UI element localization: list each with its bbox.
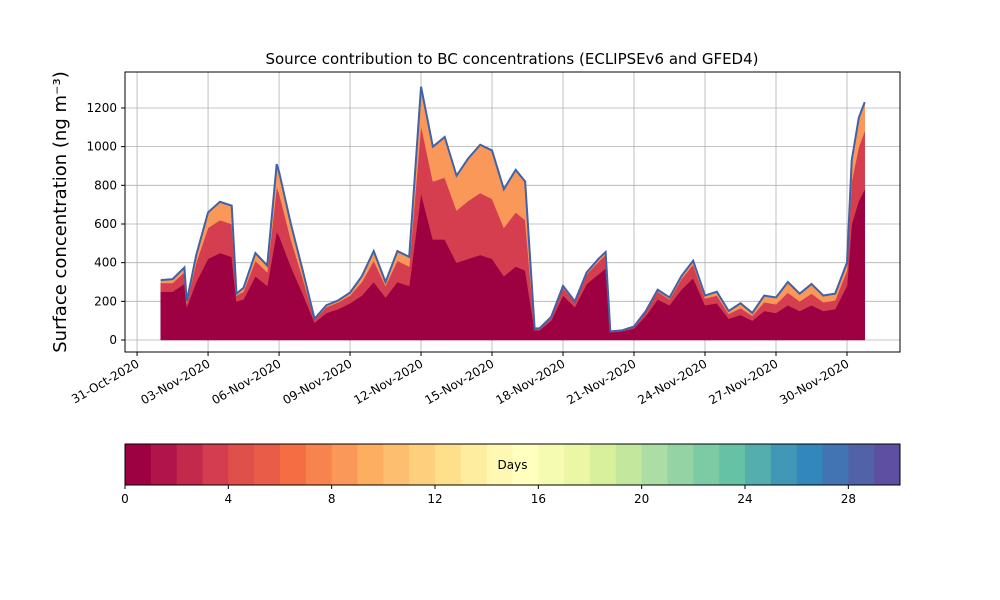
colorbar-swatch	[460, 444, 488, 485]
colorbar-tick-label: 8	[328, 492, 336, 506]
colorbar-swatch	[564, 444, 591, 485]
x-tick-label: 31-Oct-2020	[69, 356, 141, 406]
colorbar-tick-label: 28	[841, 492, 856, 506]
y-tick-label: 200	[94, 294, 117, 308]
x-tick-label: 21-Nov-2020	[564, 356, 638, 407]
colorbar-swatch	[125, 444, 152, 485]
colorbar-swatch	[280, 444, 307, 485]
colorbar-swatch	[719, 444, 746, 485]
y-tick-label: 800	[94, 178, 117, 192]
x-tick-label: 06-Nov-2020	[209, 356, 283, 407]
colorbar-swatch	[848, 444, 875, 485]
x-tick-label: 30-Nov-2020	[777, 356, 851, 407]
colorbar-swatch	[693, 444, 720, 485]
x-tick-label: 12-Nov-2020	[351, 356, 425, 407]
colorbar-label: Days	[498, 458, 528, 472]
y-tick-label: 1200	[86, 101, 117, 115]
colorbar-swatch	[641, 444, 668, 485]
colorbar-swatch	[202, 444, 229, 485]
colorbar-swatch	[770, 444, 798, 485]
y-axis-label: Surface concentration (ng m⁻³)	[50, 71, 71, 353]
colorbar-swatch	[796, 444, 823, 485]
x-tick-label: 18-Nov-2020	[493, 356, 567, 407]
colorbar-swatch	[615, 444, 643, 485]
colorbar-swatch	[228, 444, 255, 485]
x-tick-label: 09-Nov-2020	[280, 356, 354, 407]
colorbar-swatch	[745, 444, 772, 485]
total-line	[160, 86, 866, 333]
colorbar-swatch	[305, 444, 333, 485]
colorbar-tick-label: 24	[737, 492, 752, 506]
y-tick-label: 1000	[86, 140, 117, 154]
colorbar-swatch	[667, 444, 694, 485]
colorbar-swatch	[357, 444, 384, 485]
colorbar-tick-label: 12	[427, 492, 442, 506]
x-tick-label: 27-Nov-2020	[706, 356, 780, 407]
x-tick-label: 24-Nov-2020	[635, 356, 709, 407]
x-tick-label: 03-Nov-2020	[138, 356, 212, 407]
colorbar-swatch	[150, 444, 178, 485]
colorbar-swatch	[254, 444, 281, 485]
colorbar-swatch	[486, 444, 513, 485]
colorbar-swatch	[538, 444, 565, 485]
y-tick-label: 400	[94, 256, 117, 270]
colorbar-swatch	[176, 444, 203, 485]
colorbar-swatch	[874, 444, 901, 485]
plot-frame	[124, 71, 901, 353]
colorbar-swatch	[409, 444, 436, 485]
colorbar-swatch	[822, 444, 849, 485]
y-tick-label: 600	[94, 217, 117, 231]
colorbar-swatch	[383, 444, 410, 485]
y-tick-label: 0	[109, 333, 117, 347]
colorbar-swatch	[512, 444, 539, 485]
chart-title: Source contribution to BC concentrations…	[265, 50, 758, 68]
colorbar-tick-label: 0	[121, 492, 129, 506]
colorbar-swatch	[435, 444, 462, 485]
colorbar-swatch	[590, 444, 617, 485]
colorbar-tick-label: 20	[634, 492, 649, 506]
colorbar-swatch	[331, 444, 358, 485]
colorbar-tick-label: 4	[225, 492, 233, 506]
colorbar-tick-label: 16	[531, 492, 546, 506]
x-tick-label: 15-Nov-2020	[422, 356, 496, 407]
colorbar-frame	[124, 443, 901, 486]
